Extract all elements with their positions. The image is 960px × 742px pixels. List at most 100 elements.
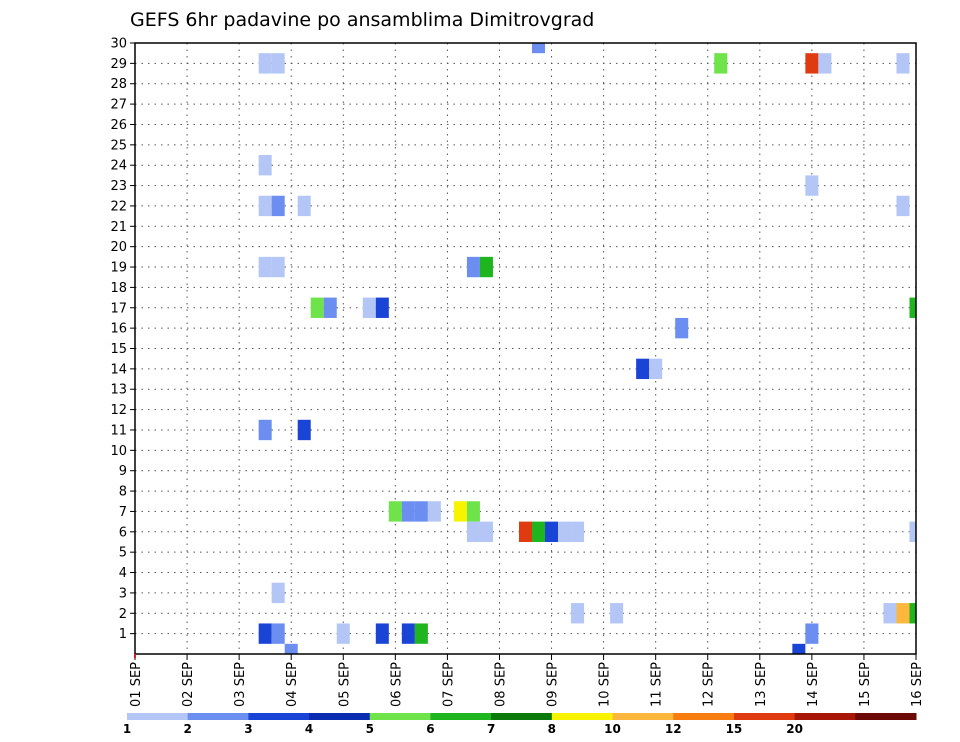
x-tick-label: 10 SEP	[598, 662, 613, 707]
precip-cell	[414, 623, 428, 644]
colorbar-label: 10	[604, 722, 621, 736]
y-tick-label: 28	[110, 77, 127, 92]
precip-cell	[323, 297, 337, 318]
precip-cell	[466, 501, 480, 522]
y-tick-label: 21	[110, 220, 127, 235]
colorbar-label: 20	[786, 722, 803, 736]
colorbar-swatch	[309, 713, 371, 720]
y-tick-label: 18	[110, 281, 127, 296]
precip-cell	[271, 623, 285, 644]
y-tick-label: 1	[119, 627, 127, 642]
colorbar: 1 2 3 4 5 6 7 8 10 12 15 20	[123, 713, 917, 736]
precip-cell	[271, 256, 285, 278]
precip-cell	[258, 195, 272, 217]
precip-cell	[636, 358, 650, 380]
precip-cell	[466, 256, 480, 278]
y-tick-label: 23	[110, 179, 127, 194]
precip-cell	[401, 501, 415, 522]
x-tick-label: 08 SEP	[493, 662, 508, 707]
x-tick-label: 02 SEP	[181, 662, 196, 707]
precip-cell	[909, 521, 916, 542]
y-tick-label: 5	[119, 546, 127, 561]
precip-cell	[362, 297, 376, 318]
precip-cell	[545, 521, 559, 542]
precip-cell	[284, 643, 298, 654]
precip-cell	[258, 155, 272, 176]
precip-cell	[532, 43, 546, 54]
y-tick-label: 26	[110, 118, 127, 133]
precip-cell	[558, 521, 572, 542]
x-tick-label: 12 SEP	[702, 662, 717, 707]
colorbar-label: 12	[665, 722, 682, 736]
colorbar-swatch	[248, 713, 310, 720]
precip-cell	[805, 623, 819, 644]
y-tick-label: 25	[110, 138, 127, 153]
precip-cell	[714, 53, 728, 74]
precip-cell	[571, 603, 585, 624]
precip-cell	[649, 358, 663, 380]
colorbar-swatch	[430, 713, 492, 720]
precip-cell	[258, 419, 272, 441]
y-tick-label: 20	[110, 240, 127, 255]
y-tick-label: 3	[119, 586, 127, 601]
y-tick-label: 4	[119, 566, 127, 581]
precip-cell	[896, 195, 910, 217]
y-tick-label: 24	[110, 159, 127, 174]
y-tick-label: 2	[119, 607, 127, 622]
precip-cell	[336, 623, 350, 644]
y-tick-label: 17	[110, 301, 127, 316]
colorbar-label: 6	[426, 722, 434, 736]
colorbar-label: 3	[244, 722, 252, 736]
y-tick-label: 14	[110, 362, 127, 377]
x-tick-label: 05 SEP	[337, 662, 352, 707]
x-tick-label: 01 SEP	[129, 662, 144, 707]
x-tick-label: 14 SEP	[806, 662, 821, 707]
precip-cell	[909, 297, 916, 318]
precip-cell	[271, 53, 285, 74]
y-tick-label: 15	[110, 342, 127, 357]
precip-cell	[896, 53, 910, 74]
colorbar-swatch	[612, 713, 674, 720]
colorbar-swatch	[491, 713, 553, 720]
precip-cell	[271, 195, 285, 217]
precip-cell	[818, 53, 832, 74]
x-tick-label: 06 SEP	[389, 662, 404, 707]
y-tick-label: 13	[110, 383, 127, 398]
precip-cell	[310, 297, 324, 318]
precip-cell	[401, 623, 415, 644]
x-tick-label: 07 SEP	[441, 662, 456, 707]
colorbar-swatch	[673, 713, 735, 720]
x-axis: 01 SEP 02 SEP 03 SEP 04 SEP 05 SEP 06 SEP 07 S…	[129, 654, 925, 707]
precip-cell	[479, 256, 493, 278]
precip-cell	[610, 603, 624, 624]
precip-cell	[805, 53, 819, 74]
precip-cell	[518, 521, 533, 542]
precip-cell	[479, 521, 493, 542]
colorbar-swatch	[794, 713, 856, 720]
precip-cell	[805, 175, 819, 196]
y-axis: 1234567891011121314151617181920212223242…	[110, 37, 135, 642]
precip-cell	[427, 501, 441, 522]
precip-cell	[375, 623, 389, 644]
precip-cell	[258, 53, 272, 74]
precip-cell	[453, 501, 467, 522]
colorbar-label: 7	[487, 722, 495, 736]
colorbar-label: 2	[184, 722, 192, 736]
precip-cell	[375, 297, 389, 318]
precip-cell	[675, 317, 689, 339]
x-tick-label: 03 SEP	[233, 662, 248, 707]
precip-cell	[271, 582, 285, 604]
y-tick-label: 22	[110, 199, 127, 214]
colorbar-swatch	[127, 713, 189, 720]
y-tick-label: 11	[110, 423, 127, 438]
y-tick-label: 29	[110, 57, 127, 72]
precip-cell	[909, 603, 916, 624]
x-tick-label: 09 SEP	[546, 662, 561, 707]
y-tick-label: 8	[119, 485, 127, 500]
x-tick-label: 16 SEP	[910, 662, 925, 707]
precip-cell	[792, 643, 806, 654]
colorbar-label: 15	[726, 722, 743, 736]
precip-cell	[388, 501, 402, 522]
precip-cell	[414, 501, 428, 522]
precip-cell	[532, 521, 546, 542]
